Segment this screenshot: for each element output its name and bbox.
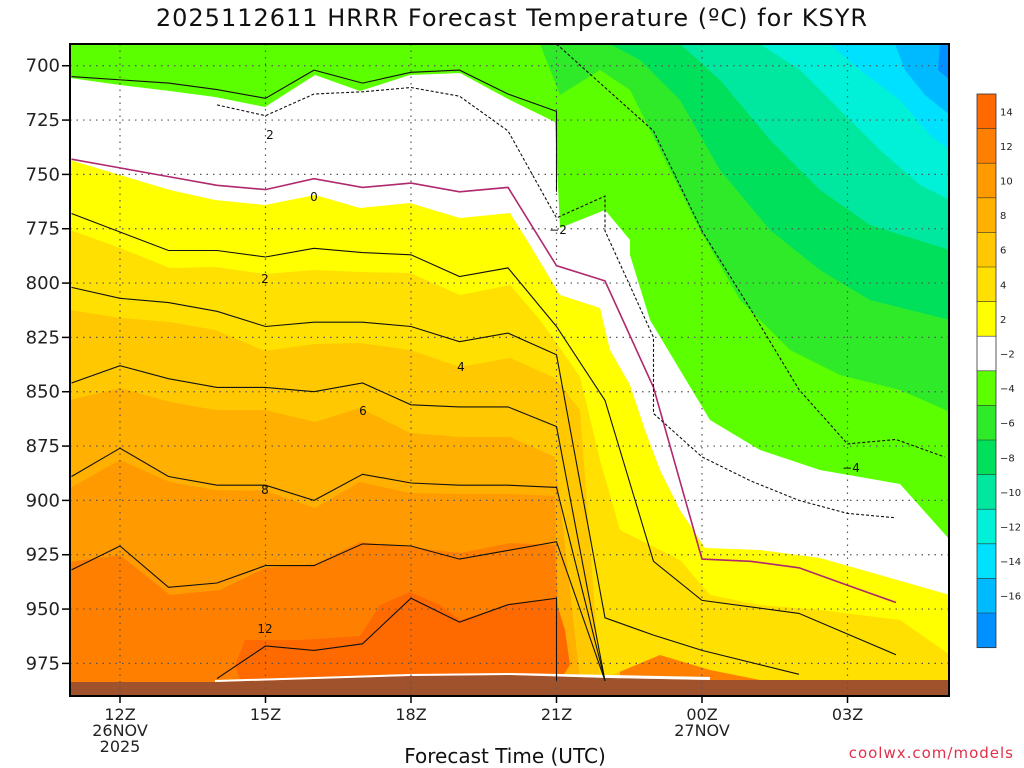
contour-label: 4	[457, 360, 465, 374]
y-tick-label: 750	[26, 164, 60, 185]
x-tick-label: 27NOV	[674, 721, 730, 740]
y-tick-label: 775	[26, 219, 60, 240]
contour-label: −2	[549, 223, 567, 237]
y-tick-label: 800	[26, 273, 60, 294]
contour-label: 6	[359, 404, 367, 418]
x-tick-label: 00Z	[686, 705, 717, 724]
colorbar-segment	[977, 405, 996, 441]
colorbar-segment	[977, 336, 996, 372]
contour-line-2	[71, 69, 558, 192]
contour-line-2	[71, 212, 897, 656]
colorbar-label: 8	[1000, 211, 1006, 222]
contour-line-0	[71, 158, 897, 604]
band-neg16-neg14	[895, 44, 949, 115]
colorbar-segment	[977, 163, 996, 199]
y-tick-label: 875	[26, 436, 60, 457]
credit-text: coolwx.com/models	[848, 744, 1014, 762]
x-tick-label: 18Z	[395, 705, 426, 724]
contour-line-10	[71, 541, 606, 681]
gridlines	[70, 44, 949, 696]
y-tick-label: 725	[26, 110, 60, 131]
colorbar-segment	[977, 613, 996, 649]
x-tick-label: 12Z	[104, 705, 135, 724]
contour-label: 12	[257, 622, 272, 636]
x-axis-label: Forecast Time (UTC)	[404, 744, 606, 768]
contour-line-neg2	[216, 86, 897, 519]
y-tick-label: 825	[26, 327, 60, 348]
colorbar-label: −6	[1000, 419, 1015, 430]
colorbar-label: 12	[1000, 142, 1013, 153]
colorbar-segment	[977, 578, 996, 614]
colorbar-label: 2	[1000, 315, 1006, 326]
colorbar-label: −2	[1000, 350, 1015, 361]
band-12-14	[235, 592, 570, 680]
colorbar-label: 4	[1000, 280, 1006, 291]
x-tick-label: 2025	[100, 737, 141, 756]
y-tick-label: 925	[26, 545, 60, 566]
y-tick-label: 850	[26, 382, 60, 403]
colorbar-segment	[977, 301, 996, 337]
contour-line-neg4	[556, 44, 945, 458]
colorbar-segment	[977, 509, 996, 545]
y-tick-label: 975	[26, 653, 60, 674]
y-tick-label: 950	[26, 599, 60, 620]
contour-line-4	[71, 286, 800, 675]
colorbar-label: −12	[1000, 523, 1021, 534]
colorbar-segment	[977, 197, 996, 233]
colorbar-segment	[977, 543, 996, 579]
colorbar-segment	[977, 128, 996, 164]
ground-surface	[70, 675, 949, 696]
colorbar-segment	[977, 267, 996, 303]
colorbar-segment	[977, 474, 996, 510]
colorbar-label: −10	[1000, 488, 1021, 499]
band-neg18-neg16	[938, 44, 949, 80]
y-axis: 700 725 750 775 800 825 850 875 900 925 950 975	[26, 56, 70, 674]
colorbar-label: 6	[1000, 246, 1006, 257]
x-tick-label: 21Z	[541, 705, 572, 724]
colorbar-label: −16	[1000, 592, 1021, 603]
x-tick-label: 15Z	[250, 705, 281, 724]
plot-frame	[69, 43, 950, 697]
contour-label: 2	[261, 272, 269, 286]
contour-label: 8	[261, 483, 269, 497]
colorbar-label: 10	[1000, 177, 1013, 188]
contour-line-8	[71, 447, 606, 681]
colorbar-label: 14	[1000, 107, 1013, 118]
colorbar-segment	[977, 232, 996, 268]
contour-label: 0	[310, 190, 318, 204]
contour-label: 2	[266, 128, 274, 142]
colorbar-label: −14	[1000, 557, 1021, 568]
colorbar-segment	[977, 94, 996, 130]
contour-line-12	[216, 597, 558, 681]
contour-fill-layer	[70, 44, 949, 696]
x-tick-label: 26NOV	[92, 721, 148, 740]
ground-white-edge	[215, 673, 710, 682]
x-tick-label: 03Z	[832, 705, 863, 724]
colorbar-segment	[977, 370, 996, 406]
contour-line-6	[71, 365, 606, 681]
colorbar-label: −4	[1000, 384, 1015, 395]
contour-lines	[71, 44, 945, 681]
contour-label: −4	[842, 461, 860, 475]
y-tick-label: 900	[26, 490, 60, 511]
colorbar: 14 12 10 8 6 4 2 −2 −4 −6 −8 −10 −12 −14 −16	[976, 93, 1021, 649]
colorbar-segment	[977, 440, 996, 476]
colorbar-label: −8	[1000, 453, 1015, 464]
y-tick-label: 700	[26, 56, 60, 77]
chart-title: 2025112611 HRRR Forecast Temperature (ºC…	[155, 4, 869, 32]
